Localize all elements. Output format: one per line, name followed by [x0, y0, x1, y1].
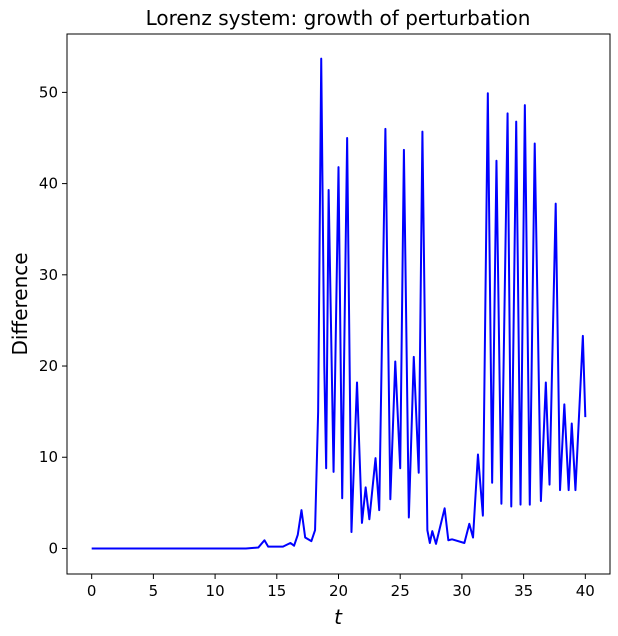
x-axis-label: t: [334, 605, 343, 629]
y-axis-label: Difference: [8, 252, 32, 355]
y-tick-label: 0: [48, 539, 58, 557]
y-tick-label: 50: [39, 83, 58, 101]
x-tick-label: 0: [87, 582, 97, 600]
x-tick-label: 25: [391, 582, 410, 600]
chart-title: Lorenz system: growth of perturbation: [146, 6, 531, 30]
x-tick-label: 5: [149, 582, 159, 600]
data-line: [91, 57, 587, 550]
x-tick-label: 10: [206, 582, 225, 600]
x-tick-label: 35: [514, 582, 533, 600]
x-tick-label: 15: [267, 582, 286, 600]
x-tick-label: 30: [452, 582, 471, 600]
y-tick-label: 20: [39, 357, 58, 375]
x-tick-label: 20: [329, 582, 348, 600]
plot-frame: [66, 33, 611, 575]
x-tick-label: 40: [576, 582, 595, 600]
y-tick-label: 10: [39, 448, 58, 466]
y-tick-label: 30: [39, 266, 58, 284]
y-tick-label: 40: [39, 175, 58, 193]
